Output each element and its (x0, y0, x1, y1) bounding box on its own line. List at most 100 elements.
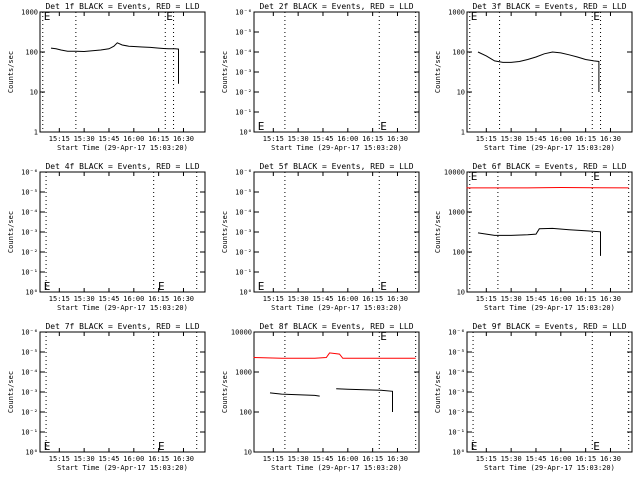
y-axis-label: Counts/sec (434, 211, 442, 253)
event-marker-label: E (593, 440, 600, 453)
y-tick-label: 10⁻⁵ (448, 349, 465, 357)
y-tick-label: 10 (30, 89, 38, 97)
event-marker-label: E (380, 330, 387, 343)
y-tick-label: 10⁻⁶ (21, 169, 38, 177)
event-marker-label: E (471, 10, 478, 23)
x-tick-label: 15:30 (501, 455, 522, 463)
y-tick-label: 10⁻² (21, 249, 38, 257)
x-tick-label: 16:00 (123, 455, 144, 463)
event-marker-label: E (471, 170, 478, 183)
x-axis-label: Start Time (29-Apr-17 15:03:20) (57, 464, 188, 472)
x-tick-label: 15:15 (263, 295, 284, 303)
x-tick-label: 16:15 (148, 135, 169, 143)
y-tick-label: 10⁻⁵ (235, 189, 252, 197)
chart-title: Det 2f BLACK = Events, RED = LLD (259, 2, 413, 11)
x-tick-label: 15:45 (312, 135, 333, 143)
x-tick-label: 15:30 (74, 135, 95, 143)
y-tick-label: 1 (461, 129, 465, 137)
x-tick-label: 15:30 (74, 295, 95, 303)
x-tick-label: 16:00 (550, 455, 571, 463)
chart-title: Det 1f BLACK = Events, RED = LLD (45, 2, 199, 11)
x-tick-label: 15:45 (525, 295, 546, 303)
x-tick-label: 16:00 (550, 295, 571, 303)
x-tick-label: 16:30 (387, 135, 408, 143)
x-tick-label: 15:45 (312, 295, 333, 303)
x-tick-label: 15:15 (476, 455, 497, 463)
y-tick-label: 1000 (448, 9, 465, 17)
y-tick-label: 1000 (21, 9, 38, 17)
plot-frame (253, 11, 420, 133)
x-tick-label: 16:15 (362, 455, 383, 463)
y-tick-label: 100 (452, 249, 465, 257)
x-tick-label: 16:00 (337, 455, 358, 463)
x-axis-label: Start Time (29-Apr-17 15:03:20) (484, 144, 615, 152)
x-tick-label: 15:15 (49, 295, 70, 303)
event-marker-label: E (158, 440, 165, 453)
y-tick-label: 10⁰ (25, 449, 38, 457)
y-tick-label: 10⁻³ (235, 69, 252, 77)
y-axis-label: Counts/sec (221, 51, 229, 93)
x-tick-label: 16:00 (123, 135, 144, 143)
event-marker-label: E (380, 120, 387, 133)
chart-panel-2: Det 2f BLACK = Events, RED = LLD 10⁰ 10⁻¹ 1… (221, 2, 420, 152)
x-tick-label: 16:15 (362, 135, 383, 143)
y-axis-label: Counts/sec (221, 371, 229, 413)
event-marker-label: E (44, 440, 51, 453)
plot-frame (253, 331, 420, 453)
lld-series-line (253, 352, 416, 359)
y-tick-label: 1 (34, 129, 38, 137)
x-axis-label: Start Time (29-Apr-17 15:03:20) (57, 144, 188, 152)
chart-title: Det 9f BLACK = Events, RED = LLD (472, 322, 626, 331)
y-tick-label: 10⁻¹ (21, 429, 38, 437)
x-axis-label: Start Time (29-Apr-17 15:03:20) (484, 304, 615, 312)
y-tick-label: 10⁻⁴ (21, 209, 38, 217)
y-tick-label: 10⁻⁶ (235, 9, 252, 17)
y-tick-label: 10⁰ (452, 449, 465, 457)
y-tick-label: 100 (239, 409, 252, 417)
x-tick-label: 16:15 (362, 295, 383, 303)
x-tick-label: 15:15 (476, 135, 497, 143)
plot-frame (466, 11, 633, 133)
chart-title: Det 3f BLACK = Events, RED = LLD (472, 2, 626, 11)
y-axis-label: Counts/sec (434, 51, 442, 93)
event-marker-label: E (258, 280, 265, 293)
plot-frame (466, 171, 633, 293)
y-tick-label: 10⁻¹ (235, 109, 252, 117)
event-marker-label: E (258, 120, 265, 133)
x-axis-label: Start Time (29-Apr-17 15:03:20) (484, 464, 615, 472)
y-tick-label: 10⁻² (21, 409, 38, 417)
y-tick-label: 10⁻¹ (235, 269, 252, 277)
x-tick-label: 16:15 (575, 295, 596, 303)
y-axis-label: Counts/sec (7, 371, 15, 413)
y-tick-label: 10⁻⁴ (448, 369, 465, 377)
y-tick-label: 10⁻⁴ (21, 369, 38, 377)
x-tick-label: 15:15 (49, 135, 70, 143)
y-tick-label: 10⁰ (239, 129, 252, 137)
x-tick-label: 16:00 (550, 135, 571, 143)
plot-frame (466, 331, 633, 453)
y-tick-label: 10⁻⁵ (235, 29, 252, 37)
event-marker-label: E (44, 280, 51, 293)
chart-panel-8: Det 8f BLACK = Events, RED = LLD 10 100 100… (221, 322, 420, 472)
x-tick-label: 16:30 (600, 295, 621, 303)
x-tick-label: 16:30 (173, 135, 194, 143)
x-tick-label: 15:30 (288, 455, 309, 463)
x-tick-label: 15:15 (49, 455, 70, 463)
y-axis-label: Counts/sec (434, 371, 442, 413)
x-tick-label: 15:30 (501, 295, 522, 303)
x-tick-label: 15:45 (525, 135, 546, 143)
y-tick-label: 10⁻⁶ (448, 329, 465, 337)
chart-panel-7: Det 7f BLACK = Events, RED = LLD 10⁰ 10⁻¹ 1… (7, 322, 206, 472)
y-tick-label: 10⁻² (448, 409, 465, 417)
x-axis-label: Start Time (29-Apr-17 15:03:20) (57, 304, 188, 312)
y-tick-label: 10⁻³ (21, 389, 38, 397)
y-tick-label: 10⁰ (25, 289, 38, 297)
x-tick-label: 15:45 (312, 455, 333, 463)
x-tick-label: 16:30 (173, 455, 194, 463)
y-tick-label: 10 (457, 289, 465, 297)
y-tick-label: 10⁻³ (235, 229, 252, 237)
event-marker-label: E (380, 280, 387, 293)
y-axis-label: Counts/sec (221, 211, 229, 253)
x-tick-label: 16:30 (600, 135, 621, 143)
event-marker-label: E (593, 10, 600, 23)
